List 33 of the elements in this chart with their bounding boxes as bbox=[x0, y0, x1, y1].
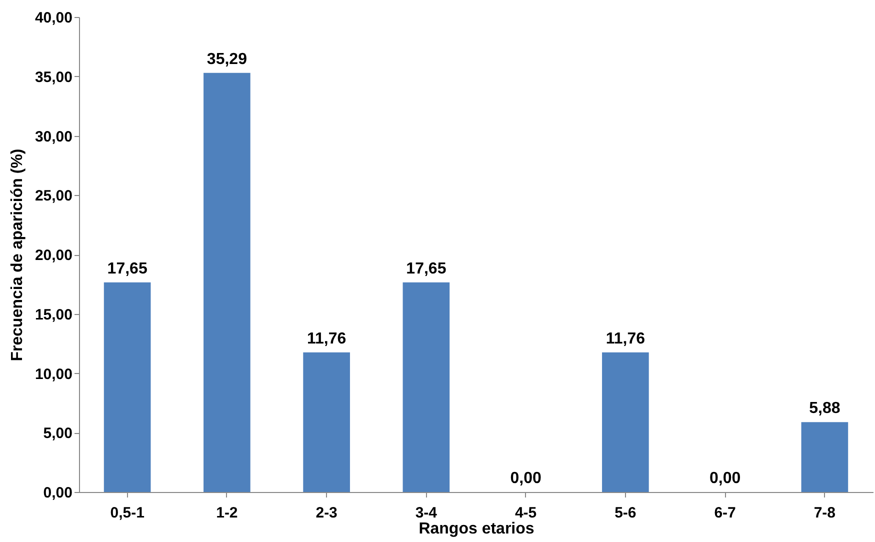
data-label: 0,00 bbox=[709, 470, 741, 487]
x-tick-label: 7-8 bbox=[814, 504, 836, 522]
x-tick-label: 3-4 bbox=[415, 504, 438, 522]
x-axis-title: Rangos etarios bbox=[418, 520, 534, 538]
data-label: 11,76 bbox=[306, 330, 346, 348]
x-tick-label: 1-2 bbox=[216, 504, 238, 522]
bar bbox=[402, 282, 450, 492]
y-tick-label: 0,00 bbox=[43, 484, 72, 502]
y-tick-label: 25,00 bbox=[34, 188, 72, 205]
x-tick-label: 4-5 bbox=[514, 504, 537, 522]
data-label: 17,65 bbox=[107, 260, 148, 278]
bar bbox=[303, 352, 350, 492]
x-tick-label: 2-3 bbox=[316, 504, 338, 522]
data-label: 35,29 bbox=[206, 50, 248, 68]
bar bbox=[104, 282, 151, 492]
data-label: 17,65 bbox=[406, 260, 446, 278]
bar bbox=[602, 352, 649, 492]
x-tick-label: 5-6 bbox=[614, 504, 636, 522]
bar bbox=[801, 422, 848, 492]
y-axis-title: Frecuencia de aparición (%) bbox=[8, 148, 26, 362]
y-tick-label: 30,00 bbox=[34, 128, 72, 146]
y-tick-label: 15,00 bbox=[34, 306, 72, 324]
y-tick-label: 10,00 bbox=[34, 366, 72, 383]
y-tick-label: 40,00 bbox=[34, 10, 72, 26]
x-tick-label: 6-7 bbox=[714, 504, 736, 522]
bar bbox=[204, 72, 250, 492]
data-label: 0,00 bbox=[510, 470, 542, 487]
y-tick-label: 35,00 bbox=[34, 68, 72, 86]
data-label: 11,76 bbox=[606, 330, 646, 348]
data-label: 5,88 bbox=[809, 400, 840, 418]
y-tick-label: 20,00 bbox=[34, 247, 72, 264]
y-tick-label: 5,00 bbox=[43, 425, 72, 442]
x-tick-label: 0,5-1 bbox=[110, 504, 144, 522]
